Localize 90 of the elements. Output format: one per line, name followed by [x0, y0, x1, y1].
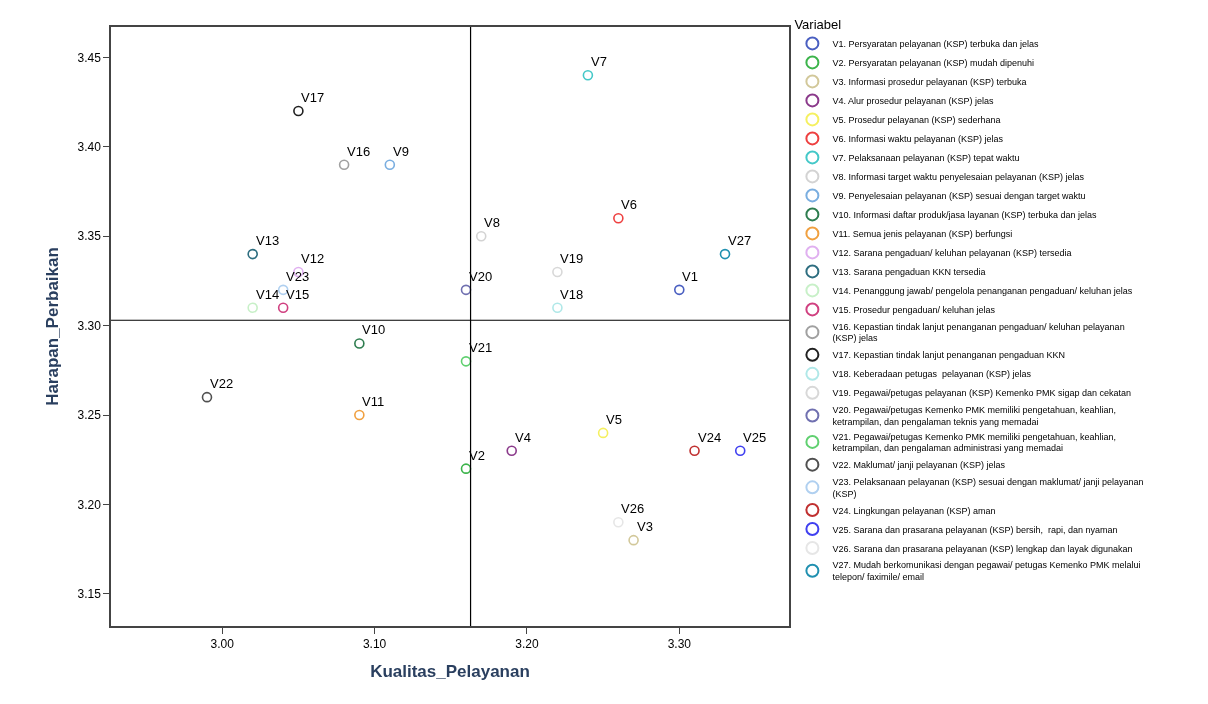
annotation: V25	[743, 430, 767, 445]
y-axis-title: Harapan_Perbaikan	[42, 247, 62, 406]
legend-label: V15. Prosedur pengaduan/ keluhan jelas	[832, 304, 996, 315]
annotation: V19	[560, 251, 584, 266]
annotation: V4	[515, 430, 531, 445]
legend-label: V3. Informasi prosedur pelayanan (KSP) terbuka	[832, 76, 1027, 87]
y-tick-label: 3.30	[77, 318, 102, 333]
x-tick-label: 3.30	[667, 637, 692, 652]
legend-label: V22. Maklumat/ janji pelayanan (KSP) jelas	[832, 460, 1006, 471]
point	[475, 230, 487, 242]
point	[354, 338, 365, 349]
point	[460, 284, 472, 296]
annotation: V27	[728, 233, 752, 248]
legend-label: V20. Pegawai/petugas Kemenko PMK memiliki pengetahuan, keahlian, ketrampilan, dan pengalaman teknis yang memadai	[832, 405, 1117, 427]
annotation: V24	[698, 430, 722, 445]
annotation: V12	[301, 251, 325, 266]
point	[613, 213, 624, 224]
point	[628, 534, 639, 546]
point	[384, 159, 396, 170]
point	[719, 248, 731, 260]
legend-label: V8. Informasi target waktu penyelesaian pelayanan (KSP) jelas	[832, 171, 1085, 182]
legend-label: V24. Lingkungan pelayanan (KSP) aman	[832, 505, 996, 516]
point	[460, 463, 472, 474]
y-tick-label: 3.40	[77, 140, 102, 154]
legend-label: V5. Prosedur pelayanan (KSP) sederhana	[832, 114, 1001, 125]
x-axis-title: Kualitas_Pelayanan	[370, 662, 530, 682]
annotation: V10	[362, 322, 386, 337]
annotation: V17	[301, 90, 325, 105]
point	[201, 391, 213, 403]
legend-label: V6. Informasi waktu pelayanan (KSP) jelas	[832, 133, 1004, 144]
legend-label: V12. Sarana pengaduan/ keluhan pelayanan (KSP) tersedia	[832, 247, 1072, 258]
annotation: V11	[362, 394, 385, 409]
legend-label: V21. Pegawai/petugas Kemenko PMK memiliki pengetahuan, keahlian, ketrampilan, dan pengalaman administrasi yang memadai	[832, 431, 1117, 454]
legend-label: V7. Pelaksanaan pelayanan (KSP) tepat waktu	[832, 152, 1020, 163]
point	[247, 248, 258, 260]
legend-label: V13. Sarana pengaduan KKN tersedia	[832, 266, 986, 277]
legend-label: V19. Pegawai/petugas pelayanan (KSP) Kemenko PMK sigap dan cekatan	[832, 388, 1132, 399]
legend-label: V17. Kepastian tindak lanjut penanganan pengaduan KKN	[832, 350, 1066, 361]
y-tick-label: 3.20	[77, 497, 102, 512]
x-tick-label: 3.20	[515, 637, 539, 652]
legend-label: V2. Persyaratan pelayanan (KSP) mudah dipenuhi	[832, 57, 1035, 68]
point	[338, 159, 350, 170]
annotation: V23	[286, 269, 310, 284]
legend-label: V1. Persyaratan pelayanan (KSP) terbuka dan jelas	[832, 38, 1040, 49]
legend-title: Variabel	[794, 16, 842, 32]
annotation: V8	[484, 215, 500, 230]
y-tick-label: 3.45	[77, 50, 102, 65]
legend-label: V14. Penanggung jawab/ pengelola penanganan pengaduan/ keluhan jelas	[832, 285, 1133, 296]
annotation: V15	[286, 287, 310, 302]
point	[674, 284, 685, 296]
legend-label: V9. Penyelesaian pelayanan (KSP) sesuai dengan target waktu	[832, 190, 1086, 201]
annotation: V3	[637, 519, 653, 534]
annotation: V14	[256, 287, 280, 302]
annotation: V5	[606, 412, 622, 427]
point	[582, 69, 594, 81]
y-tick-label: 3.35	[77, 229, 102, 244]
legend-label: V11. Semua jenis pelayanan (KSP) berfungsi	[832, 228, 1013, 239]
legend-label: V10. Informasi daftar produk/jasa layanan (KSP) terbuka dan jelas	[832, 209, 1098, 220]
annotation: V13	[256, 233, 280, 248]
legend-label: V26. Sarana dan prasarana pelayanan (KSP) lengkap dan layak digunakan	[832, 543, 1133, 554]
legend-label: V25. Sarana dan prasarana pelayanan (KSP) bersih, rapi, dan nyaman	[832, 524, 1118, 535]
legend-label: V4. Alur prosedur pelayanan (KSP) jelas	[832, 95, 994, 106]
point	[277, 302, 289, 314]
legend-label: V18. Keberadaan petugas pelayanan (KSP) jelas	[832, 369, 1032, 380]
point	[689, 445, 700, 457]
annotation: V16	[347, 144, 371, 159]
annotation: V22	[210, 376, 234, 391]
legend-label: V23. Pelaksanaan pelayanan (KSP) sesuai dengan maklumat/ janji pelayanan (KSP)	[832, 476, 1144, 499]
point	[597, 427, 609, 439]
point	[613, 516, 624, 528]
annotation: V1	[682, 269, 698, 284]
y-tick-label: 3.25	[77, 408, 102, 423]
legend-label: V27. Mudah berkomunikasi dengan pegawai/ petugas Kemenko PMK melalui telepon/ faximile/ email	[832, 560, 1141, 583]
x-tick-label: 3.00	[210, 637, 235, 652]
point	[460, 356, 472, 367]
point	[552, 266, 563, 278]
legend-label: V16. Kepastian tindak lanjut penanganan pengaduan/ keluhan pelayanan (KSP) jelas	[832, 321, 1125, 344]
point	[247, 302, 258, 314]
point	[506, 445, 518, 457]
point	[293, 105, 304, 117]
x-tick-label: 3.10	[362, 637, 387, 652]
annotation: V7	[591, 54, 607, 69]
annotation: V26	[621, 501, 645, 516]
point	[354, 409, 365, 421]
annotation: V18	[560, 287, 584, 302]
point	[552, 302, 563, 314]
point	[734, 445, 746, 457]
annotation: V6	[621, 197, 637, 212]
annotation: V9	[393, 144, 409, 159]
y-tick-label: 3.15	[77, 587, 102, 602]
